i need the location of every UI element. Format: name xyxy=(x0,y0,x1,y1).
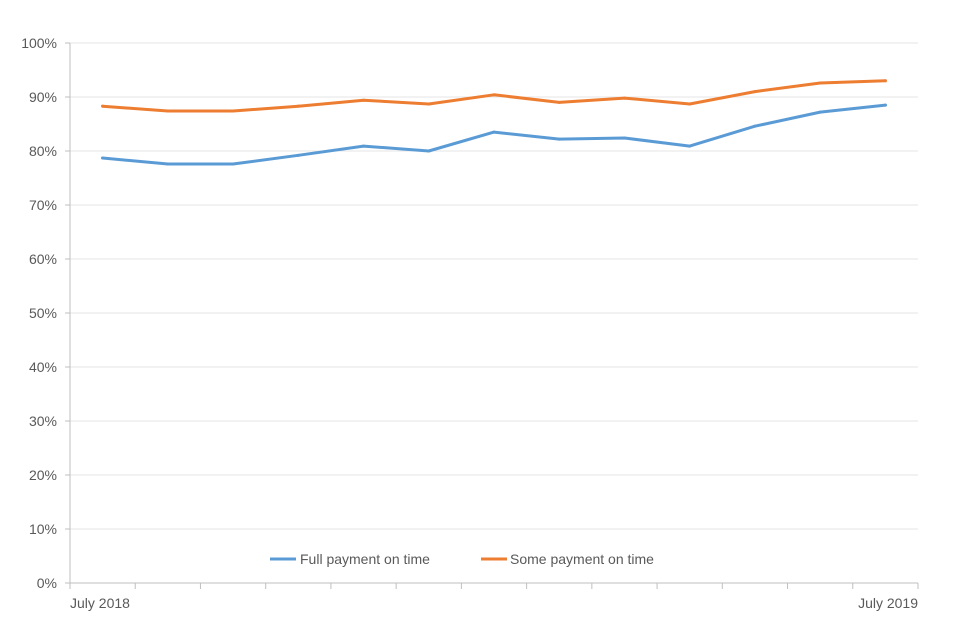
data-point-1-1 xyxy=(166,109,170,113)
data-point-0-2 xyxy=(231,162,235,166)
legend: Full payment on time Some payment on tim… xyxy=(270,551,654,567)
data-point-0-10 xyxy=(753,124,757,128)
y-tick-label-90: 90% xyxy=(29,89,57,105)
series-line-0 xyxy=(101,103,887,166)
y-tick-label-100: 100% xyxy=(21,35,57,51)
data-point-0-3 xyxy=(296,153,300,157)
data-point-1-2 xyxy=(231,109,235,113)
data-point-1-0 xyxy=(101,104,105,108)
data-point-0-9 xyxy=(688,144,692,148)
data-point-0-7 xyxy=(557,137,561,141)
gridlines xyxy=(70,42,918,530)
data-point-1-8 xyxy=(622,96,626,100)
x-tick-label-0: July 2018 xyxy=(70,595,130,611)
data-point-1-6 xyxy=(492,93,496,97)
series-lines xyxy=(101,79,887,166)
data-point-1-4 xyxy=(362,98,366,102)
data-point-0-6 xyxy=(492,130,496,134)
x-axis-ticks: July 2018 July 2019 xyxy=(69,583,919,611)
y-tick-label-0: 0% xyxy=(37,575,57,591)
data-point-0-1 xyxy=(166,162,170,166)
data-point-1-5 xyxy=(427,102,431,106)
y-axis-ticks: 0% 10% 20% 30% 40% 50% 60% 70% 80% 90% 100% xyxy=(21,35,70,591)
data-point-0-5 xyxy=(427,149,431,153)
data-point-1-10 xyxy=(753,90,757,94)
x-tick-label-12: July 2019 xyxy=(858,595,918,611)
data-point-0-4 xyxy=(362,144,366,148)
y-tick-label-20: 20% xyxy=(29,467,57,483)
legend-label-some-payment: Some payment on time xyxy=(510,551,654,567)
y-tick-label-50: 50% xyxy=(29,305,57,321)
data-point-1-9 xyxy=(688,102,692,106)
data-point-1-7 xyxy=(557,100,561,104)
data-point-1-11 xyxy=(818,81,822,85)
data-point-0-0 xyxy=(101,156,105,160)
data-point-0-12 xyxy=(883,103,887,107)
data-point-0-8 xyxy=(622,136,626,140)
legend-label-full-payment: Full payment on time xyxy=(300,551,430,567)
y-tick-label-30: 30% xyxy=(29,413,57,429)
y-tick-label-70: 70% xyxy=(29,197,57,213)
data-point-1-12 xyxy=(883,79,887,83)
series-points-1 xyxy=(101,79,887,113)
data-point-0-11 xyxy=(818,110,822,114)
y-tick-label-60: 60% xyxy=(29,251,57,267)
data-point-1-3 xyxy=(296,104,300,108)
y-tick-label-80: 80% xyxy=(29,143,57,159)
series-points-0 xyxy=(101,103,887,166)
y-tick-label-10: 10% xyxy=(29,521,57,537)
y-tick-label-40: 40% xyxy=(29,359,57,375)
